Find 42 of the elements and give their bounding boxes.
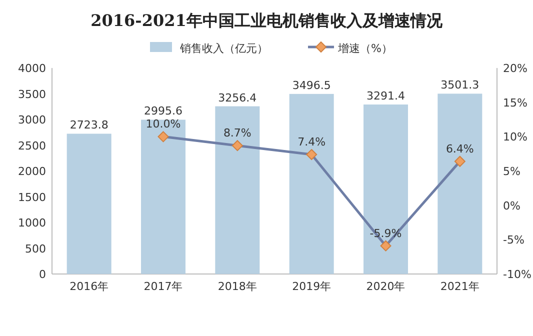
y-tick-label: 2500 <box>18 139 46 152</box>
bar <box>364 104 408 274</box>
y2-tick-label: 15% <box>503 96 528 110</box>
bar <box>289 94 334 274</box>
y2-tick-label: 10% <box>503 130 528 144</box>
y-tick-label: 500 <box>25 242 46 256</box>
data-label: 7.4% <box>298 136 326 149</box>
data-label: -5.9% <box>370 226 402 240</box>
data-label: 3291.4 <box>366 89 405 102</box>
x-tick-label: 2018年 <box>218 280 257 293</box>
y-tick-label: 4000 <box>18 62 46 75</box>
y-tick-label: 3500 <box>18 88 46 101</box>
data-label: 2723.8 <box>70 118 108 132</box>
x-tick-label: 2017年 <box>144 280 183 293</box>
x-tick-label: 2021年 <box>440 280 480 293</box>
x-tick-label: 2019年 <box>292 280 332 293</box>
data-label: 3256.4 <box>218 91 257 104</box>
y2-tick-label: -5% <box>503 234 524 247</box>
bar <box>438 94 482 274</box>
x-tick-label: 2020年 <box>366 280 406 293</box>
data-label: 3501.3 <box>440 78 480 92</box>
y2-tick-label: 0% <box>503 199 520 212</box>
legend-label: 增速（%） <box>337 42 392 55</box>
y2-tick-label: -10% <box>503 268 532 281</box>
y2-tick-label: 5% <box>503 165 520 178</box>
data-label: 2995.6 <box>144 104 182 118</box>
data-label: 6.4% <box>446 142 474 156</box>
y-tick-label: 1000 <box>18 216 46 230</box>
bar <box>215 106 260 274</box>
bar <box>141 120 186 274</box>
y-tick-label: 3000 <box>18 114 46 126</box>
chart-title: 2016-2021年中国工业电机销售收入及增速情况 <box>90 11 444 30</box>
data-label: 10.0% <box>146 118 181 131</box>
y2-tick-label: 20% <box>503 62 528 75</box>
data-label: 8.7% <box>223 126 252 140</box>
y-tick-label: 0 <box>39 268 46 281</box>
data-label: 3496.5 <box>292 78 331 92</box>
y-tick-label: 1500 <box>18 190 46 204</box>
x-tick-label: 2016年 <box>70 280 109 293</box>
legend-label: 销售收入（亿元） <box>179 42 268 55</box>
y-tick-label: 2000 <box>18 165 46 178</box>
bar <box>66 134 112 274</box>
